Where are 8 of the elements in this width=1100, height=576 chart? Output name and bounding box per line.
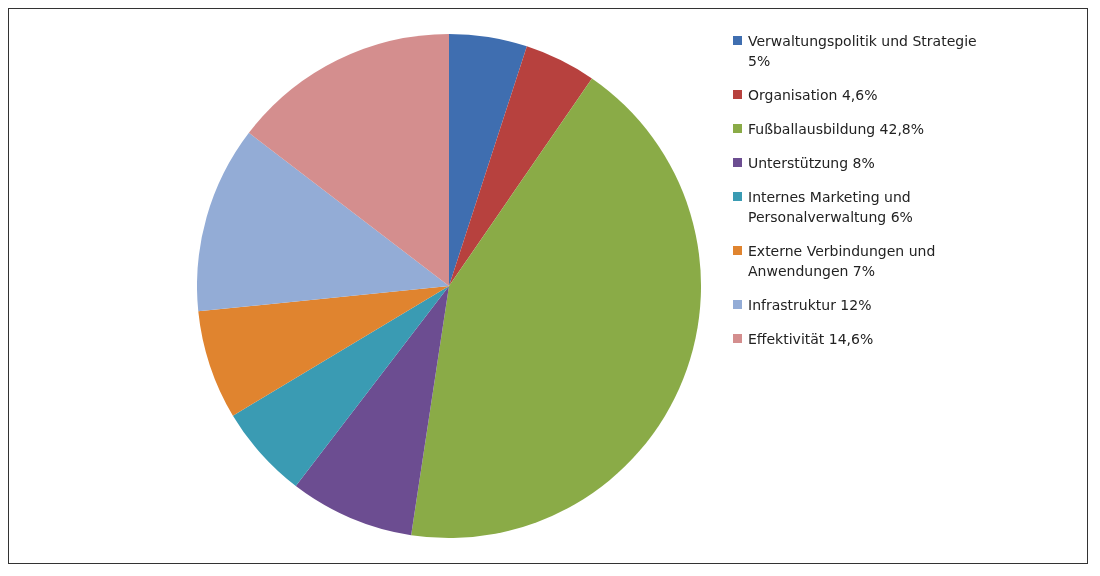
legend-label: Verwaltungspolitik und Strategie 5%: [748, 32, 978, 71]
legend-label: Internes Marketing und Personalverwaltung 6%: [748, 188, 914, 227]
legend-label: Unterstützung 8%: [748, 154, 875, 173]
legend-label: Externe Verbindungen und Anwendungen 7%: [748, 242, 937, 281]
legend-label: Infrastruktur 12%: [748, 296, 872, 315]
legend-label: Organisation 4,6%: [748, 86, 878, 105]
legend-label: Fußballausbildung 42,8%: [748, 120, 925, 139]
legend-label: Effektivität 14,6%: [748, 330, 874, 349]
